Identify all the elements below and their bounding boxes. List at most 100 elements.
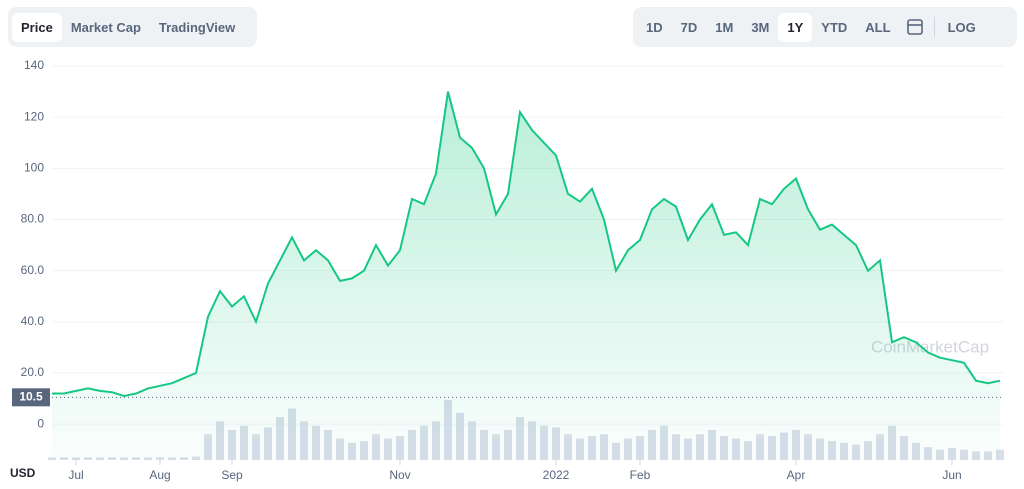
volume-bar <box>984 451 992 460</box>
volume-bar <box>804 434 812 460</box>
separator <box>933 17 935 37</box>
watermark: CoinMarketCap <box>871 337 989 356</box>
tab[interactable]: Market Cap <box>70 19 141 35</box>
x-tick-label: Jul <box>68 468 83 482</box>
volume-bar <box>912 442 920 460</box>
volume-bar <box>792 430 800 460</box>
volume-bar <box>744 441 752 460</box>
volume-bar <box>492 434 500 460</box>
volume-bar <box>624 438 632 460</box>
volume-bar <box>120 457 128 460</box>
volume-bar <box>456 412 464 460</box>
volume-bar <box>888 425 896 460</box>
volume-bar <box>828 441 836 460</box>
volume-bar <box>156 457 164 460</box>
range-button[interactable]: 1Y <box>778 12 813 42</box>
volume-bar <box>336 438 344 460</box>
tab-group: Price Market Cap TradingView <box>8 7 257 47</box>
range-button[interactable]: 3M <box>751 19 770 35</box>
volume-bar <box>636 436 644 460</box>
y-tick-label: 140 <box>24 58 44 72</box>
volume-bar <box>432 421 440 460</box>
volume-bar <box>684 438 692 460</box>
volume-bar <box>648 430 656 460</box>
volume-bar <box>504 430 512 460</box>
x-tick-label: Feb <box>630 468 651 482</box>
volume-bar <box>864 441 872 460</box>
area-fill <box>52 91 1000 460</box>
volume-bar <box>612 442 620 460</box>
volume-bar <box>444 400 452 460</box>
x-tick-label: Nov <box>389 468 410 482</box>
volume-bar <box>852 444 860 460</box>
volume-bar <box>948 448 956 460</box>
volume-bar <box>732 438 740 460</box>
volume-bar <box>552 427 560 460</box>
volume-bar <box>972 451 980 460</box>
volume-bar <box>516 417 524 460</box>
log-button[interactable]: LOG <box>947 19 976 35</box>
volume-bar <box>96 457 104 460</box>
volume-bar <box>252 434 260 460</box>
volume-bar <box>204 434 212 460</box>
volume-bar <box>468 421 476 460</box>
volume-bar <box>996 449 1004 460</box>
current-price-label: 10.5 <box>19 389 43 403</box>
volume-bar <box>276 417 284 460</box>
volume-bar <box>420 425 428 460</box>
y-tick-label: 60.0 <box>21 263 45 277</box>
volume-bar <box>720 436 728 460</box>
volume-bar <box>840 442 848 460</box>
calendar-icon[interactable] <box>900 17 930 37</box>
volume-bar <box>360 441 368 460</box>
x-tick-label: Apr <box>787 468 806 482</box>
tab[interactable]: Price <box>12 12 62 42</box>
volume-bar <box>564 434 572 460</box>
volume-bar <box>60 457 68 460</box>
volume-bar <box>576 438 584 460</box>
range-button[interactable]: 7D <box>680 19 698 35</box>
volume-bar <box>300 421 308 460</box>
range-group: 1D 7D 1M 3M 1Y YTD ALL LOG <box>633 7 1017 47</box>
volume-bar <box>264 427 272 460</box>
y-tick-label: 0 <box>37 416 44 430</box>
volume-bar <box>288 408 296 460</box>
volume-bar <box>168 457 176 460</box>
volume-bar <box>180 457 188 460</box>
tab[interactable]: TradingView <box>158 19 236 35</box>
range-button[interactable]: 1M <box>715 19 734 35</box>
volume-bar <box>900 436 908 460</box>
volume-bar <box>396 436 404 460</box>
x-tick-label: Aug <box>149 468 170 482</box>
price-line <box>52 91 1001 398</box>
volume-bar <box>768 436 776 460</box>
y-tick-label: 100 <box>24 161 44 175</box>
volume-bar <box>144 457 152 460</box>
volume-bar <box>960 449 968 460</box>
volume-bar <box>816 438 824 460</box>
range-button[interactable]: 1D <box>646 19 663 35</box>
volume-bar <box>324 430 332 460</box>
volume-bar <box>480 430 488 460</box>
volume-bar <box>84 457 92 460</box>
volume-bar <box>756 434 764 460</box>
range-button[interactable]: ALL <box>865 19 891 35</box>
y-tick-label: 120 <box>24 109 44 123</box>
volume-bar <box>408 430 416 460</box>
volume-bar <box>192 456 200 460</box>
range-button[interactable]: YTD <box>821 19 848 35</box>
y-tick-label: 80.0 <box>21 212 45 226</box>
volume-bar <box>348 442 356 460</box>
volume-bar <box>924 447 932 460</box>
volume-bar <box>600 434 608 460</box>
volume-bar <box>372 434 380 460</box>
volume-bar <box>660 425 668 460</box>
volume-bar <box>588 436 596 460</box>
y-tick-label: 40.0 <box>21 314 45 328</box>
volume-bar <box>780 432 788 460</box>
x-tick-label: 2022 <box>543 468 570 482</box>
volume-bar <box>708 430 716 460</box>
y-tick-label: 20.0 <box>21 365 45 379</box>
current-price-badge <box>12 388 50 407</box>
